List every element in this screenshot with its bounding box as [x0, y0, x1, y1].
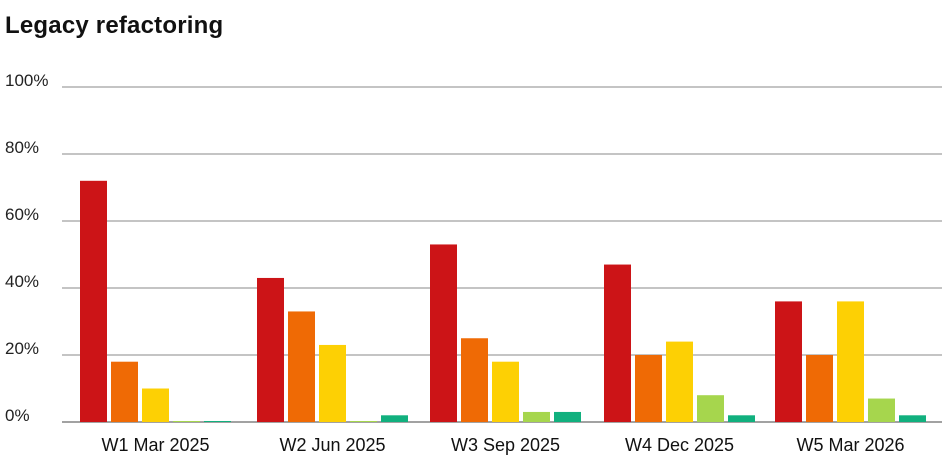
bar — [604, 264, 631, 422]
bar — [697, 395, 724, 422]
x-category-label: W5 Mar 2026 — [796, 435, 904, 455]
bar — [288, 311, 315, 422]
y-tick-label: 60% — [5, 205, 39, 224]
x-category-label: W1 Mar 2025 — [101, 435, 209, 455]
bars — [80, 180, 926, 422]
chart-title: Legacy refactoring — [5, 12, 224, 39]
y-tick-label: 80% — [5, 138, 39, 157]
bar — [635, 355, 662, 422]
bar — [319, 344, 346, 422]
x-category-label: W2 Jun 2025 — [279, 435, 385, 455]
bar — [381, 415, 408, 422]
bar — [523, 411, 550, 422]
bar — [111, 361, 138, 422]
y-tick-label: 20% — [5, 339, 39, 358]
y-tick-label: 100% — [5, 71, 48, 90]
bar — [728, 415, 755, 422]
bar — [80, 180, 107, 422]
bar — [837, 301, 864, 422]
y-tick-label: 0% — [5, 406, 30, 425]
x-category-label: W4 Dec 2025 — [625, 435, 734, 455]
bar — [461, 338, 488, 422]
bar — [666, 341, 693, 422]
bar — [204, 420, 231, 422]
bar — [492, 361, 519, 422]
y-axis-ticks: 0% 20% 40% 60% 80% 100% — [5, 71, 48, 425]
bar — [868, 398, 895, 422]
bar — [554, 411, 581, 422]
x-axis-labels: W1 Mar 2025 W2 Jun 2025 W3 Sep 2025 W4 Dec … — [101, 435, 904, 455]
bar — [350, 420, 377, 422]
y-tick-label: 40% — [5, 272, 39, 291]
x-category-label: W3 Sep 2025 — [451, 435, 560, 455]
bar — [142, 388, 169, 422]
bar — [257, 277, 284, 422]
bar — [806, 355, 833, 422]
bar — [775, 301, 802, 422]
bar — [430, 244, 457, 422]
bar — [173, 420, 200, 422]
bar — [899, 415, 926, 422]
